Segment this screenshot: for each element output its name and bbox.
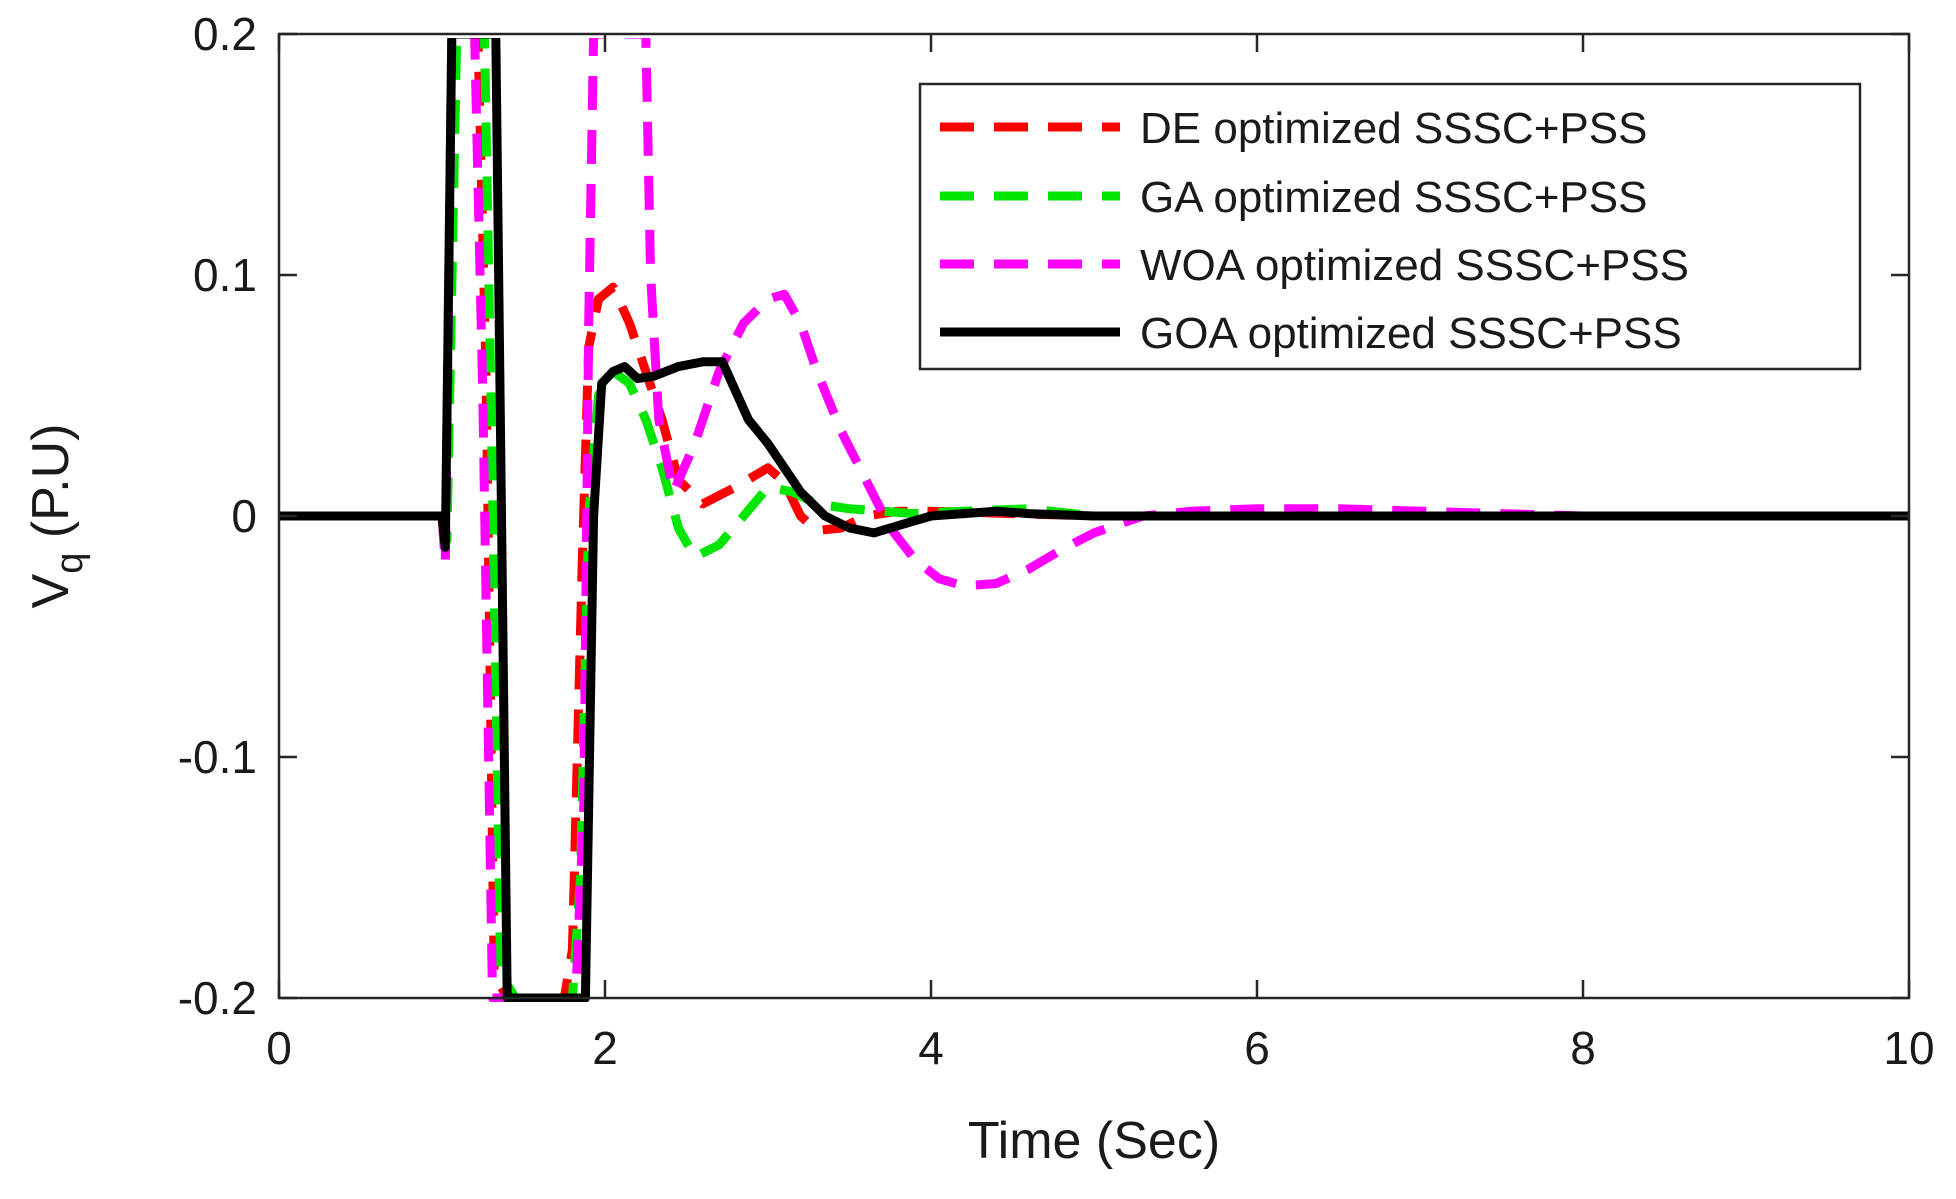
y-tick-label: 0 bbox=[231, 490, 257, 542]
x-tick-label: 8 bbox=[1570, 1022, 1596, 1074]
svg-text:Vq (P.U): Vq (P.U) bbox=[22, 424, 91, 609]
y-tick-label: -0.1 bbox=[178, 731, 257, 783]
legend-label-4: GOA optimized SSSC+PSS bbox=[1140, 309, 1682, 358]
legend-label-3: WOA optimized SSSC+PSS bbox=[1140, 241, 1689, 290]
legend: DE optimized SSSC+PSS GA optimized SSSC+P… bbox=[918, 82, 1862, 371]
x-tick-label: 4 bbox=[918, 1022, 944, 1074]
x-tick-label: 10 bbox=[1883, 1022, 1934, 1074]
y-tick-label: -0.2 bbox=[178, 972, 257, 1024]
y-axis-label-sub: q bbox=[49, 553, 91, 574]
y-axis-label-unit: (P.U) bbox=[22, 424, 80, 539]
x-tick-label: 0 bbox=[266, 1022, 292, 1074]
x-tick-label: 6 bbox=[1244, 1022, 1270, 1074]
y-tick-label: 0.2 bbox=[193, 8, 257, 60]
x-tick-label: 2 bbox=[592, 1022, 618, 1074]
tick-labels-layer: 0 2 4 6 8 10 0.2 0.1 0 -0.1 -0.2 bbox=[178, 8, 1935, 1074]
legend-label-1: DE optimized SSSC+PSS bbox=[1140, 104, 1647, 153]
y-tick-label: 0.1 bbox=[193, 249, 257, 301]
ticks-layer bbox=[277, 32, 1911, 1000]
x-axis-label: Time (Sec) bbox=[968, 1112, 1220, 1170]
legend-label-2: GA optimized SSSC+PSS bbox=[1140, 173, 1647, 222]
y-axis-label: Vq (P.U) bbox=[22, 424, 91, 609]
y-axis-label-main: V bbox=[22, 573, 80, 608]
series-line-2 bbox=[279, 38, 1909, 1002]
